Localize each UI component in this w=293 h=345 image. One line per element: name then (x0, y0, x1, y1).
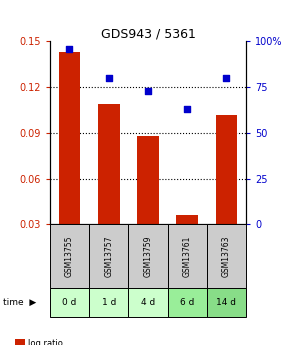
Text: 4 d: 4 d (141, 298, 155, 307)
Text: GSM13759: GSM13759 (144, 235, 152, 277)
Text: GSM13763: GSM13763 (222, 235, 231, 277)
Text: time  ▶: time ▶ (3, 298, 36, 307)
Bar (137, 136, 159, 224)
Text: 0 d: 0 d (62, 298, 77, 307)
Point (224, 75, 229, 81)
Text: GSM13757: GSM13757 (104, 235, 113, 277)
Point (106, 75, 111, 81)
Point (146, 88, 150, 93)
Bar (98, 104, 120, 224)
Text: 14 d: 14 d (217, 298, 236, 307)
Text: 6 d: 6 d (180, 298, 195, 307)
Text: GSM13755: GSM13755 (65, 235, 74, 277)
Text: GSM13761: GSM13761 (183, 236, 192, 277)
Title: GDS943 / 5361: GDS943 / 5361 (100, 27, 195, 40)
Bar (59, 52, 80, 224)
Text: log ratio: log ratio (28, 339, 63, 345)
Point (67, 46, 72, 51)
Text: 1 d: 1 d (101, 298, 116, 307)
Bar (176, 215, 198, 224)
Point (185, 106, 190, 112)
Bar (216, 115, 237, 224)
